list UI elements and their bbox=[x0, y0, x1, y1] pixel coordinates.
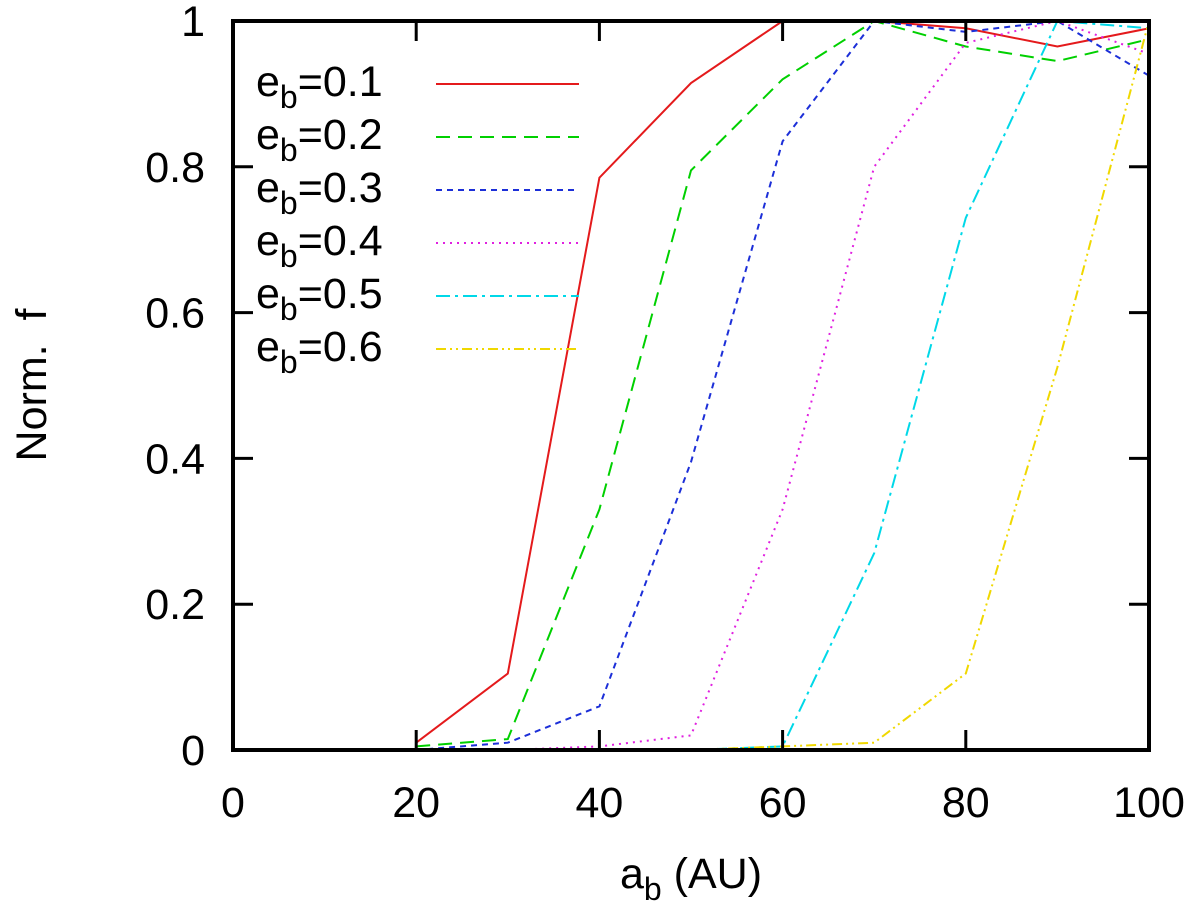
series-layer bbox=[415, 21, 1149, 750]
legend-item: eb=0.2 bbox=[256, 111, 579, 168]
series-line-1 bbox=[415, 21, 1149, 744]
x-axis-label: ab (AU) bbox=[620, 850, 762, 905]
y-tick-label: 0 bbox=[181, 727, 205, 775]
legend-label: eb=0.4 bbox=[256, 217, 383, 274]
legend: eb=0.1eb=0.2eb=0.3eb=0.4eb=0.5eb=0.6 bbox=[256, 58, 579, 380]
x-tick-label: 100 bbox=[1113, 779, 1185, 827]
legend-item: eb=0.3 bbox=[256, 164, 579, 221]
series-line-4 bbox=[416, 21, 1149, 750]
legend-label: eb=0.6 bbox=[256, 323, 383, 380]
legend-item: eb=0.5 bbox=[256, 270, 579, 327]
axis-ticks: 0 20 40 60 80 100 0 0.2 0.4 0.6 0.8 1 bbox=[145, 0, 1185, 827]
x-tick-label: 60 bbox=[759, 779, 807, 827]
y-tick-label: 0.6 bbox=[145, 290, 205, 338]
legend-label: eb=0.1 bbox=[256, 58, 383, 115]
legend-label: eb=0.5 bbox=[256, 270, 383, 327]
legend-item: eb=0.4 bbox=[256, 217, 579, 274]
series-line-2 bbox=[416, 21, 1149, 748]
legend-item: eb=0.1 bbox=[256, 58, 579, 115]
y-tick-label: 1 bbox=[181, 0, 205, 46]
legend-label: eb=0.2 bbox=[256, 111, 383, 168]
legend-label: eb=0.3 bbox=[256, 164, 383, 221]
x-tick-label: 80 bbox=[942, 779, 990, 827]
x-tick-label: 0 bbox=[221, 779, 245, 827]
series-line-5 bbox=[416, 21, 1149, 750]
y-tick-label: 0.8 bbox=[145, 144, 205, 192]
y-axis-label: Norm. f bbox=[8, 308, 56, 462]
plot-frame bbox=[231, 19, 1151, 752]
y-tick-label: 0.4 bbox=[145, 435, 205, 483]
x-tick-label: 20 bbox=[392, 779, 440, 827]
series-line-6 bbox=[416, 21, 1149, 750]
x-tick-label: 40 bbox=[575, 779, 623, 827]
legend-item: eb=0.6 bbox=[256, 323, 579, 380]
series-line-3 bbox=[416, 21, 1149, 750]
y-tick-label: 0.2 bbox=[145, 581, 205, 629]
